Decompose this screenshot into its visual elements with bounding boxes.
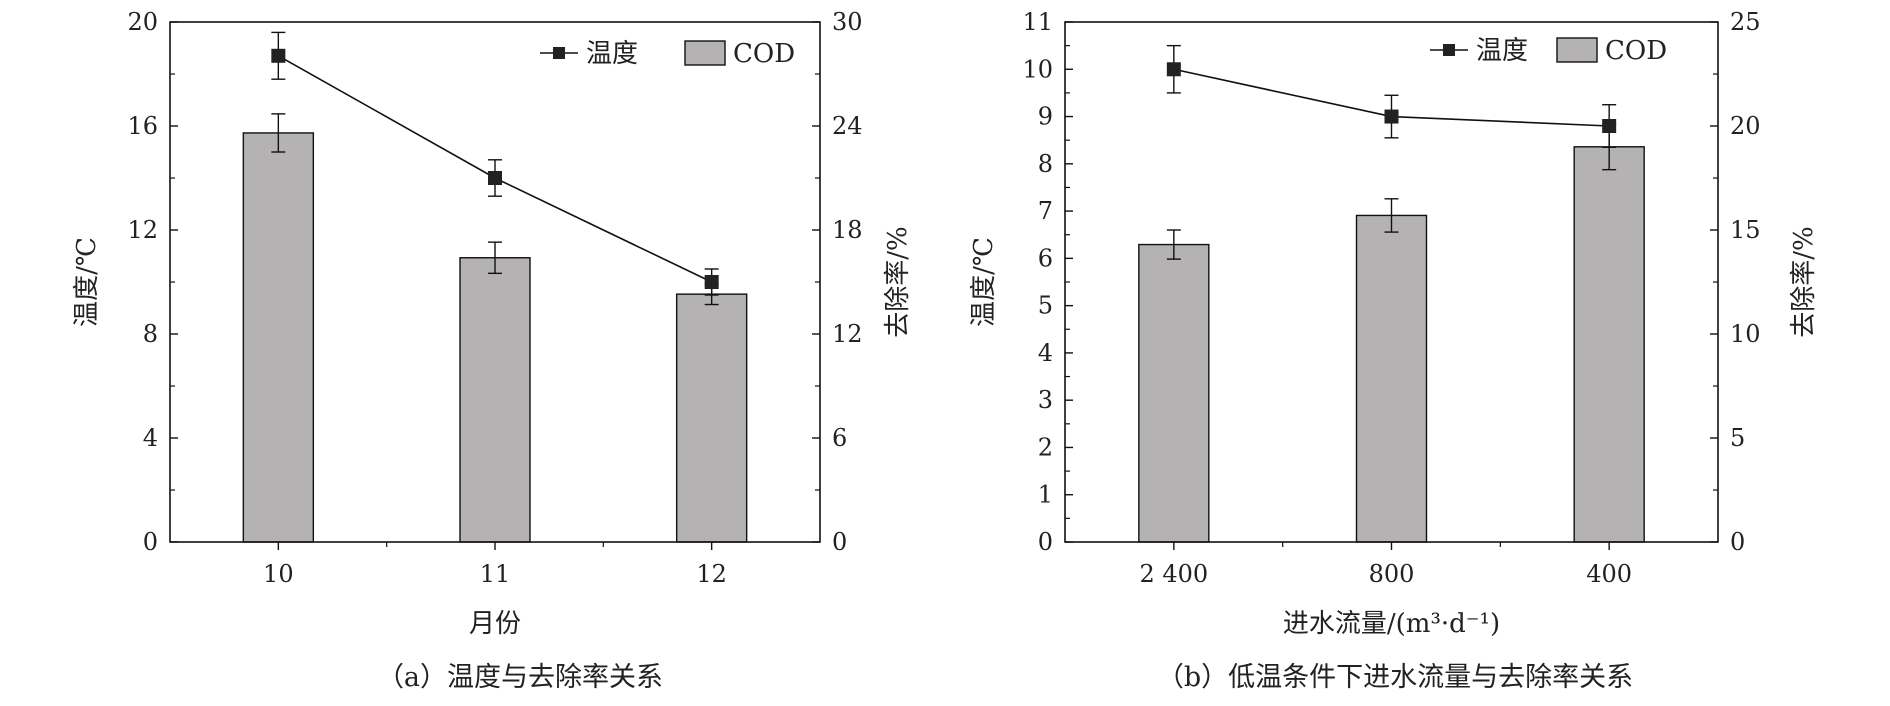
left-tick-label-7: 7	[1038, 197, 1053, 225]
x-tick-label-0: 2 400	[1139, 560, 1208, 588]
left-tick-label-8: 8	[1038, 150, 1053, 178]
legend-label-cod: COD	[733, 39, 795, 69]
figure-caption: （b）低温条件下进水流量与去除率关系	[1157, 662, 1633, 693]
left-tick-label-9: 9	[1038, 103, 1053, 131]
left-tick-label-0: 0	[1038, 528, 1053, 556]
chart-panel-a: 0 4 8 12 16 20 0 6 12 18 24 30 10 11 12 温度 COD 月份 温度/℃ 去除率/…	[72, 8, 913, 693]
left-tick-label-1: 1	[1038, 481, 1053, 509]
y-axis-label-left: 温度/℃	[969, 237, 999, 327]
x-tick-label-0: 10	[263, 560, 294, 588]
right-tick-label-2: 12	[832, 320, 863, 348]
x-tick-label-1: 800	[1369, 560, 1415, 588]
legend-label-temperature: 温度	[1476, 36, 1528, 66]
legend-marker-swatch	[1443, 44, 1455, 56]
x-axis-label: 月份	[469, 609, 521, 639]
left-tick-label-5: 5	[1038, 292, 1053, 320]
legend-bar-swatch	[1556, 37, 1598, 63]
bar-cod-0	[242, 132, 315, 543]
right-tick-label-3: 15	[1730, 216, 1761, 244]
left-tick-label-1: 4	[143, 424, 158, 452]
point-temp-2	[704, 275, 719, 289]
x-tick-label-2: 400	[1586, 560, 1632, 588]
right-tick-label-2: 10	[1730, 320, 1761, 348]
x-tick-label-1: 11	[480, 560, 511, 588]
left-tick-label-3: 12	[127, 216, 158, 244]
legend-label-cod: COD	[1605, 36, 1667, 66]
figure-caption: （a）温度与去除率关系	[377, 662, 663, 693]
right-tick-label-1: 5	[1730, 424, 1745, 452]
y-axis-label-right: 去除率/%	[883, 226, 913, 337]
bar-cod-1	[459, 257, 531, 543]
point-temp-1	[1384, 109, 1399, 124]
right-tick-label-5: 25	[1730, 8, 1761, 36]
point-temp-2	[1602, 119, 1617, 133]
left-tick-label-6: 6	[1038, 244, 1053, 272]
right-tick-label-4: 20	[1730, 112, 1761, 140]
left-tick-label-4: 16	[127, 112, 158, 140]
left-tick-label-5: 20	[127, 8, 158, 36]
left-tick-label-3: 3	[1038, 386, 1053, 414]
right-tick-label-1: 6	[832, 424, 847, 452]
y-axis-label-right: 去除率/%	[1789, 226, 1819, 337]
bar-cod-2	[675, 293, 748, 543]
left-tick-label-11: 11	[1022, 8, 1053, 36]
chart-panel-b: 0 1 2 3 4 5 6 7 8 9 10 11 0 5 10 15 20 25 2 400 800 400 温度 COD…	[969, 8, 1819, 693]
right-tick-label-0: 0	[832, 528, 847, 556]
point-temp-1	[488, 171, 502, 185]
right-tick-label-4: 24	[832, 112, 863, 140]
left-tick-label-4: 4	[1038, 339, 1053, 367]
left-tick-label-2: 8	[143, 320, 158, 348]
right-tick-label-5: 30	[832, 8, 863, 36]
legend-marker-swatch	[553, 47, 565, 59]
legend-bar-swatch	[684, 40, 726, 66]
bar-cod-0	[1138, 243, 1210, 543]
right-tick-label-3: 18	[832, 216, 863, 244]
x-axis-label: 进水流量/(m³·d⁻¹)	[1283, 609, 1500, 639]
x-tick-label-2: 12	[696, 560, 727, 588]
legend-label-temperature: 温度	[586, 39, 638, 69]
right-tick-label-0: 0	[1730, 528, 1745, 556]
left-tick-label-2: 2	[1038, 433, 1053, 461]
point-temp-0	[1166, 62, 1181, 77]
y-axis-label-left: 温度/℃	[72, 237, 102, 327]
left-tick-label-0: 0	[143, 528, 158, 556]
point-temp-0	[271, 48, 286, 63]
bar-cod-2	[1573, 146, 1645, 543]
bar-cod-1	[1355, 214, 1428, 543]
left-tick-label-10: 10	[1022, 55, 1053, 83]
